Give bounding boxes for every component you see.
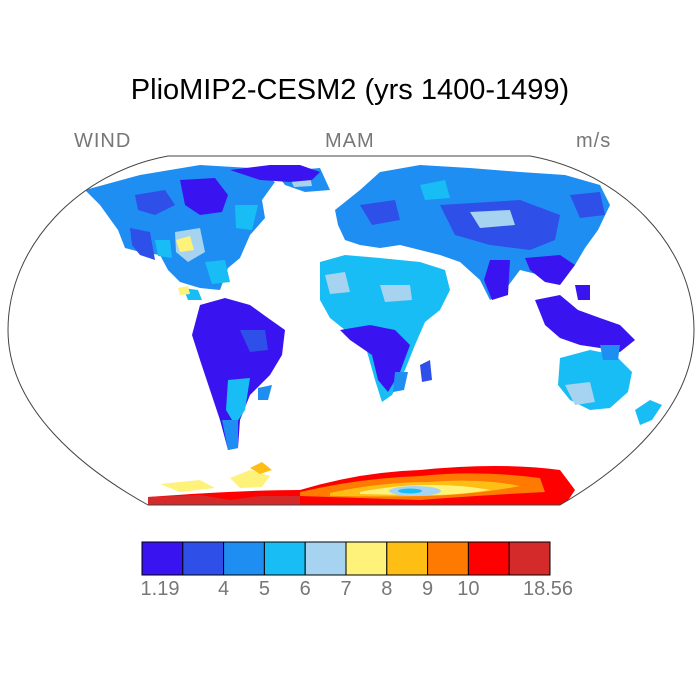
greenland-region (230, 165, 320, 182)
colorbar-label: 8 (381, 578, 393, 600)
eurasia-africa-region (320, 165, 610, 402)
colorbar-label: 1.19 (140, 578, 180, 600)
antarctica-region (148, 462, 575, 505)
colorbar-label: 6 (299, 578, 311, 600)
colorbar-label: 5 (258, 578, 270, 600)
australia-region (558, 345, 662, 425)
colorbar-label: 7 (340, 578, 352, 600)
map-title: PlioMIP2-CESM2 (yrs 1400-1499) (130, 74, 570, 106)
colorbar-label: 18.56 (522, 578, 574, 600)
colorbar-swatch-7 (386, 541, 429, 576)
season-label: MAM (325, 130, 375, 152)
variable-label: WIND (74, 130, 132, 152)
south-america-region (192, 298, 285, 450)
units-label: m/s (576, 130, 612, 152)
north-america-region (85, 165, 330, 300)
globe-outline (7, 155, 695, 506)
colorbar-swatch-3 (223, 541, 265, 576)
colorbar-swatch-1 (141, 541, 184, 576)
colorbar-swatch-8 (427, 541, 469, 576)
colorbar-label: 9 (422, 578, 434, 600)
colorbar-swatch-10 (508, 541, 551, 576)
colorbar-label: 10 (457, 578, 480, 600)
colorbar-label: 4 (218, 578, 230, 600)
colorbar-swatch-2 (182, 541, 225, 576)
colorbar-swatch-4 (263, 541, 306, 576)
colorbar-swatch-6 (345, 541, 388, 576)
colorbar-swatch-5 (304, 541, 347, 576)
maritime-asia-region (535, 285, 635, 352)
colorbar-swatch-9 (467, 541, 510, 576)
colorbar (141, 541, 551, 576)
